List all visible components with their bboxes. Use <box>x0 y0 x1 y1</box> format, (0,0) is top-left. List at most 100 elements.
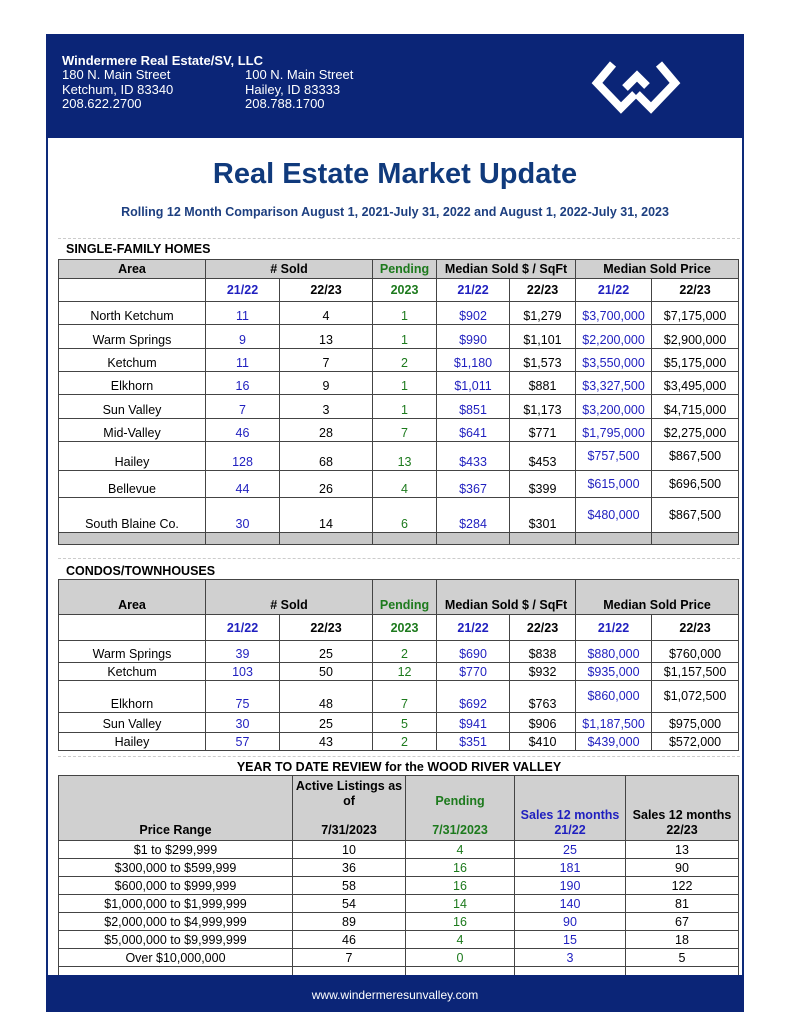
value-cell: 7 <box>278 348 374 372</box>
value-cell: 7 <box>372 418 438 442</box>
blank-cell <box>436 532 511 545</box>
header-sales-2122: Sales 12 months 21/22 <box>514 775 626 841</box>
value-cell: 3 <box>514 948 626 967</box>
value-cell: 13 <box>625 840 739 859</box>
subheader-period: 21/22 <box>436 278 511 302</box>
value-cell: 10 <box>292 840 406 859</box>
table-row: $600,000 to $999,999 58 16 190 122 <box>58 876 739 895</box>
value-cell: $572,000 <box>651 732 740 751</box>
value-cell: $3,700,000 <box>575 301 653 325</box>
value-cell: $880,000 <box>575 640 653 663</box>
value-cell: $757,500 <box>575 441 653 471</box>
area-name: North Ketchum <box>58 301 206 325</box>
value-cell: 9 <box>205 324 280 349</box>
blank-cell <box>575 532 653 545</box>
header-line: Sales 12 months <box>520 808 620 822</box>
subheader-blank <box>58 278 206 302</box>
table-row: Hailey 57 43 2 $351 $410 $439,000 $572,000 <box>58 732 740 751</box>
street: 100 N. Main Street <box>245 67 354 82</box>
value-cell: 81 <box>625 894 739 913</box>
page-subtitle: Rolling 12 Month Comparison August 1, 20… <box>121 205 669 219</box>
city: Hailey, ID 83333 <box>245 81 341 97</box>
price-range: $300,000 to $599,999 <box>58 858 293 877</box>
header-line: Price Range <box>139 823 212 837</box>
area-name: Hailey <box>58 732 206 751</box>
value-cell: 4 <box>405 840 515 859</box>
value-cell: $1,795,000 <box>575 418 653 442</box>
table-row: Bellevue 44 26 4 $367 $399 $615,000 $696,500 <box>58 470 740 498</box>
city: Ketchum, ID 83340 <box>62 81 174 97</box>
header-pending: Pending <box>372 579 438 615</box>
value-cell: 15 <box>514 930 626 949</box>
value-cell: $763 <box>509 680 577 713</box>
subheader-period: 2023 <box>372 278 438 302</box>
area-name: South Blaine Co. <box>58 497 206 533</box>
value-cell: $1,180 <box>436 348 511 372</box>
value-cell: $692 <box>436 680 511 713</box>
value-cell: 44 <box>205 470 280 498</box>
value-cell: $935,000 <box>575 662 653 681</box>
subheader-blank <box>58 614 206 641</box>
value-cell: 11 <box>205 301 280 325</box>
value-cell: $2,200,000 <box>575 324 653 349</box>
value-cell: 1 <box>372 301 438 325</box>
sfh-table: Area # Sold Pending Median Sold $ / SqFt Med… <box>58 259 740 545</box>
value-cell: $433 <box>436 441 511 471</box>
table-row: $1,000,000 to $1,999,999 54 14 140 81 <box>58 894 739 913</box>
blank-cell <box>509 532 577 545</box>
area-name: Sun Valley <box>58 394 206 419</box>
value-cell: 30 <box>205 497 280 533</box>
value-cell: 2 <box>372 640 438 663</box>
subheader-period: 21/22 <box>575 614 653 641</box>
value-cell: 1 <box>372 394 438 419</box>
section-label-condo: CONDOS/TOWNHOUSES <box>66 564 216 578</box>
price-range: $2,000,000 to $4,999,999 <box>58 912 293 931</box>
table-row: $2,000,000 to $4,999,999 89 16 90 67 <box>58 912 739 931</box>
value-cell: 0 <box>405 948 515 967</box>
table-row: Ketchum 11 7 2 $1,180 $1,573 $3,550,000 $5,175,… <box>58 348 740 372</box>
table-row: South Blaine Co. 30 14 6 $284 $301 $480,000 $86… <box>58 497 740 533</box>
subheader-period: 21/22 <box>575 278 653 302</box>
value-cell: 9 <box>278 371 374 395</box>
price-range: Over $10,000,000 <box>58 948 293 967</box>
value-cell: 190 <box>514 876 626 895</box>
header-price: Median Sold Price <box>575 259 740 279</box>
value-cell: 67 <box>625 912 739 931</box>
value-cell: $1,187,500 <box>575 712 653 733</box>
street: 180 N. Main Street <box>62 67 171 82</box>
subheader-period: 22/23 <box>278 278 374 302</box>
value-cell: $771 <box>509 418 577 442</box>
value-cell: $367 <box>436 470 511 498</box>
value-cell: 68 <box>278 441 374 471</box>
value-cell: 128 <box>205 441 280 471</box>
value-cell: 48 <box>278 680 374 713</box>
area-name: Elkhorn <box>58 371 206 395</box>
value-cell: $881 <box>509 371 577 395</box>
page-title: Real Estate Market Update <box>212 158 578 190</box>
value-cell: $3,327,500 <box>575 371 653 395</box>
table-row: Warm Springs 39 25 2 $690 $838 $880,000 $760,00… <box>58 640 740 663</box>
header-line: Active Listings as of <box>295 779 403 808</box>
value-cell: 1 <box>372 371 438 395</box>
header-area: Area <box>58 579 206 615</box>
subheader-period: 22/23 <box>651 278 740 302</box>
value-cell: 6 <box>372 497 438 533</box>
website-link[interactable]: www.windermeresunvalley.com <box>311 988 479 1002</box>
value-cell: 57 <box>205 732 280 751</box>
value-cell: 58 <box>292 876 406 895</box>
value-cell: 43 <box>278 732 374 751</box>
section-label-sfh: SINGLE-FAMILY HOMES <box>66 242 211 256</box>
header-sqft: Median Sold $ / SqFt <box>436 579 577 615</box>
area-name: Sun Valley <box>58 712 206 733</box>
value-cell: 5 <box>625 948 739 967</box>
value-cell: 25 <box>514 840 626 859</box>
value-cell: 14 <box>278 497 374 533</box>
table-row: $5,000,000 to $9,999,999 46 4 15 18 <box>58 930 739 949</box>
blank-cell <box>651 532 740 545</box>
header-pending: Pending 7/31/2023 <box>405 775 515 841</box>
value-cell: 16 <box>205 371 280 395</box>
header-line: Pending <box>435 794 485 808</box>
blank-cell <box>205 532 280 545</box>
header-sold: # Sold <box>204 579 374 615</box>
value-cell: 50 <box>278 662 374 681</box>
